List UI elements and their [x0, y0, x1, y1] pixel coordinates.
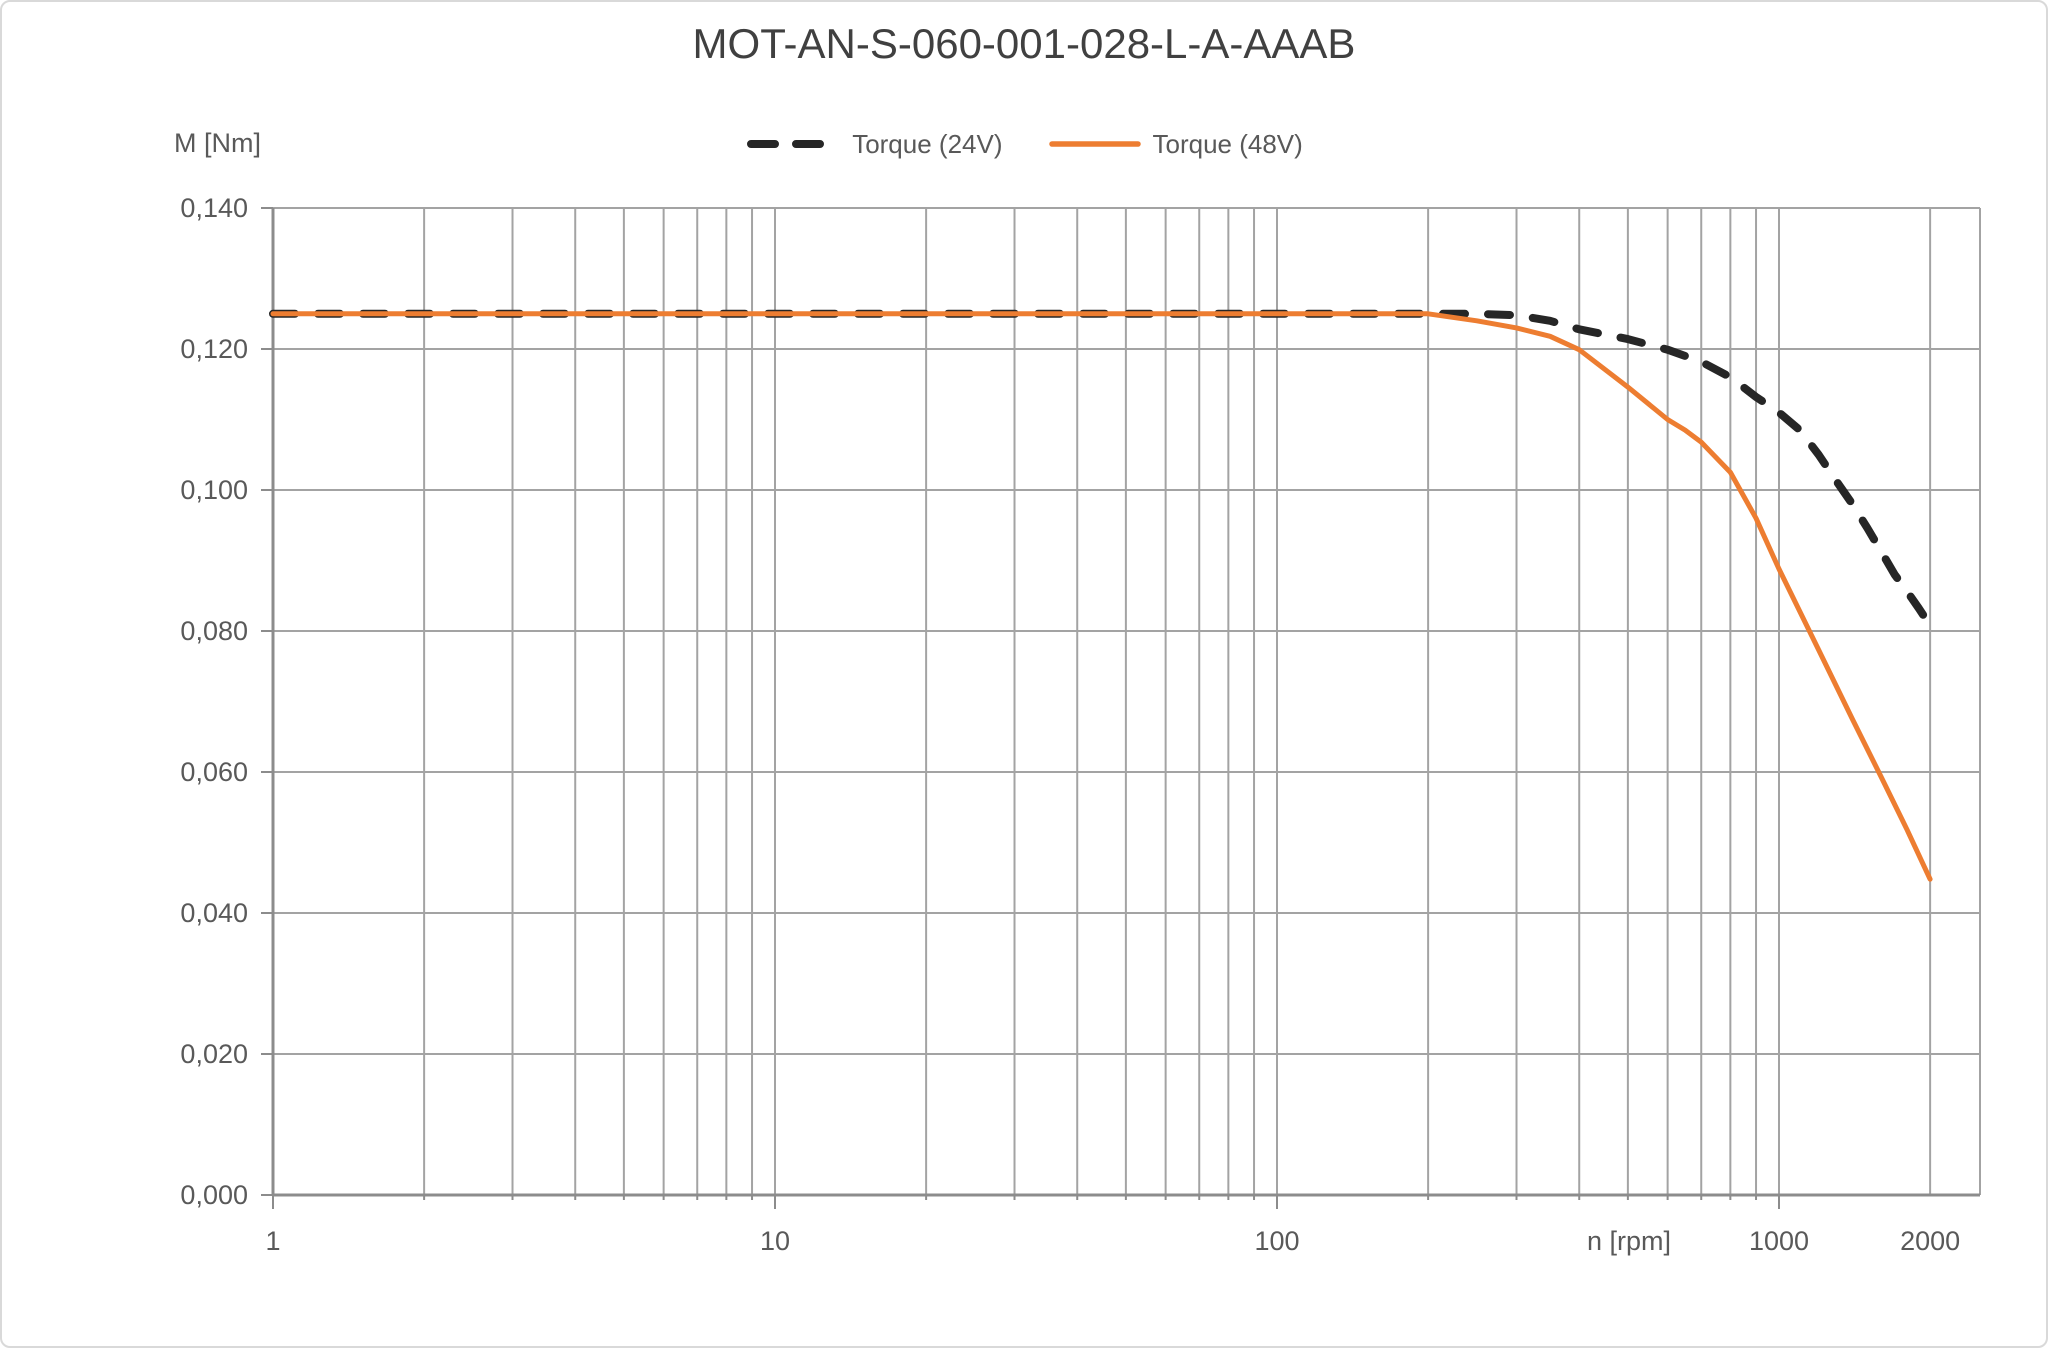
- y-tick-label: 0,060: [180, 757, 248, 787]
- x-tick-label: 2000: [1900, 1226, 1961, 1256]
- y-tick-label: 0,120: [180, 334, 248, 364]
- y-tick-label: 0,100: [180, 475, 248, 505]
- legend: Torque (24V) Torque (48V): [2, 128, 2046, 160]
- chart-title: MOT-AN-S-060-001-028-L-A-AAAB: [692, 20, 1356, 67]
- torque-48v-line: [270, 311, 1933, 882]
- x-tick-label: 1000: [1748, 1226, 1810, 1256]
- y-axis-title: M [Nm]: [174, 128, 261, 158]
- dashed-line-icon: [747, 140, 825, 148]
- legend-swatch-torque-24v: [745, 138, 825, 150]
- legend-label-torque-24v: Torque (24V): [852, 129, 1003, 159]
- y-tick-label: 0,080: [180, 616, 248, 646]
- y-tick-label: 0,000: [180, 1180, 248, 1210]
- y-tick-label: 0,020: [180, 1039, 248, 1069]
- x-tick-label: 10: [759, 1226, 791, 1256]
- y-tick-label: 0,140: [180, 193, 248, 223]
- y-tick-label: 0,040: [180, 898, 248, 928]
- x-tick-label: 100: [1254, 1226, 1300, 1256]
- solid-line-icon: [1048, 141, 1141, 147]
- x-axis-title: n [rpm]: [1586, 1226, 1672, 1256]
- legend-swatch-torque-48v: [1048, 138, 1141, 150]
- torque-24v-line: [269, 309, 1935, 630]
- legend-label-torque-48v: Torque (48V): [1152, 129, 1303, 159]
- x-tick-label: 1: [265, 1226, 281, 1256]
